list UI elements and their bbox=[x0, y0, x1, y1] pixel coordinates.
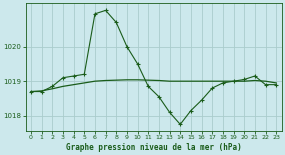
X-axis label: Graphe pression niveau de la mer (hPa): Graphe pression niveau de la mer (hPa) bbox=[66, 143, 241, 152]
